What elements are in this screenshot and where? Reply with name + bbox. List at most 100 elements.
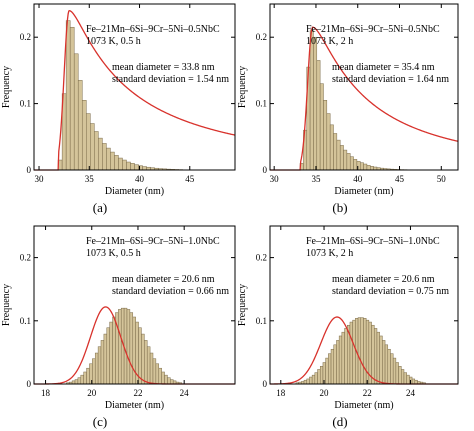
bar bbox=[329, 124, 334, 171]
bar bbox=[395, 362, 399, 385]
plot-frame bbox=[269, 3, 459, 171]
bar bbox=[359, 162, 364, 171]
y-tick-label: 0 bbox=[263, 379, 268, 389]
bar bbox=[152, 358, 157, 385]
bar bbox=[141, 333, 145, 385]
bar bbox=[401, 369, 405, 385]
bar bbox=[83, 371, 87, 385]
bar bbox=[109, 321, 113, 385]
y-tick-label: 0.1 bbox=[256, 316, 267, 326]
bar bbox=[126, 309, 131, 385]
bar bbox=[167, 377, 171, 385]
x-axis-label: Diameter (nm) bbox=[105, 400, 164, 411]
y-axis-label: Frequency bbox=[237, 66, 248, 108]
x-tick-label: 45 bbox=[395, 174, 405, 184]
x-axis-label: Diameter (nm) bbox=[334, 400, 393, 411]
bar bbox=[86, 367, 90, 385]
bar bbox=[357, 317, 362, 385]
bar bbox=[126, 161, 131, 171]
bar bbox=[353, 159, 358, 171]
panel-label: (d) bbox=[332, 414, 347, 429]
bar bbox=[92, 358, 96, 385]
bar bbox=[94, 131, 99, 171]
bar bbox=[69, 26, 75, 171]
plot-frame bbox=[33, 225, 236, 385]
y-tick-label: 0.2 bbox=[20, 253, 31, 263]
bar bbox=[323, 100, 328, 171]
x-tick-label: 30 bbox=[270, 174, 280, 184]
bar bbox=[363, 318, 367, 385]
x-tick-label: 35 bbox=[311, 174, 321, 184]
bar bbox=[330, 348, 334, 385]
bar bbox=[81, 100, 87, 171]
bar bbox=[339, 145, 344, 171]
bar bbox=[398, 366, 402, 385]
bar bbox=[98, 137, 103, 171]
fit-curve bbox=[34, 9, 236, 171]
bar bbox=[387, 348, 391, 385]
bar bbox=[325, 357, 329, 385]
bar bbox=[336, 139, 341, 171]
bar bbox=[114, 155, 119, 171]
bar bbox=[366, 165, 371, 171]
bar bbox=[326, 113, 331, 171]
bar bbox=[313, 36, 318, 171]
bar bbox=[314, 372, 318, 385]
bar bbox=[346, 153, 351, 171]
mean-diameter-label: mean diameter = 20.6 nm bbox=[332, 274, 435, 285]
mean-diameter-label: mean diameter = 33.8 nm bbox=[112, 62, 215, 73]
bar bbox=[349, 156, 354, 171]
y-tick-label: 0.1 bbox=[20, 316, 31, 326]
mean-diameter-label: mean diameter = 35.4 nm bbox=[332, 62, 435, 73]
y-axis-label: Frequency bbox=[1, 284, 12, 326]
x-tick-label: 30 bbox=[35, 174, 45, 184]
bar bbox=[138, 327, 142, 385]
bar bbox=[74, 379, 79, 385]
condition-label: 1073 K, 0.5 h bbox=[86, 36, 141, 47]
composition-label: Fe–21Mn–6Si–9Cr–5Ni–1.0NbC bbox=[86, 236, 220, 247]
bar bbox=[158, 367, 162, 385]
bar bbox=[86, 113, 91, 171]
condition-label: 1073 K, 2 h bbox=[306, 248, 353, 259]
bar bbox=[103, 333, 108, 385]
composition-label: Fe–21Mn–6Si–9Cr–5Ni–0.5NbC bbox=[306, 24, 440, 35]
bar bbox=[349, 321, 353, 385]
y-tick-label: 0 bbox=[27, 379, 32, 389]
y-tick-label: 0.1 bbox=[256, 99, 267, 109]
mean-diameter-label: mean diameter = 20.6 nm bbox=[112, 274, 215, 285]
y-tick-label: 0.2 bbox=[20, 32, 31, 42]
bar bbox=[106, 147, 111, 171]
bar bbox=[155, 363, 160, 385]
bar bbox=[363, 163, 368, 171]
x-tick-label: 20 bbox=[87, 388, 97, 398]
bar bbox=[146, 346, 151, 385]
bar bbox=[403, 372, 407, 385]
chart-panel-b: 30 35 40 45 50 0 0.1 0.2 Diameter (nm) Frequency F… bbox=[237, 3, 459, 215]
x-tick-label: 22 bbox=[363, 388, 372, 398]
y-axis-label: Frequency bbox=[1, 66, 12, 108]
bar bbox=[316, 60, 321, 171]
bar bbox=[333, 344, 337, 385]
panel-label: (a) bbox=[93, 200, 107, 215]
bar bbox=[77, 377, 82, 385]
bar bbox=[319, 83, 324, 171]
x-tick-label: 45 bbox=[185, 174, 195, 184]
x-tick-label: 20 bbox=[320, 388, 330, 398]
y-tick-label: 0 bbox=[263, 165, 268, 175]
x-tick-label: 50 bbox=[437, 174, 447, 184]
bar bbox=[371, 324, 375, 385]
bar bbox=[309, 30, 314, 171]
bar bbox=[319, 366, 324, 385]
bar bbox=[343, 149, 348, 171]
x-tick-label: 24 bbox=[180, 388, 190, 398]
std-deviation-label: standard deviation = 1.54 nm bbox=[112, 74, 229, 85]
bar bbox=[122, 159, 127, 171]
bar bbox=[384, 344, 389, 385]
std-deviation-label: standard deviation = 0.75 nm bbox=[332, 286, 449, 297]
bar bbox=[80, 374, 84, 385]
bar bbox=[118, 157, 123, 171]
condition-label: 1073 K, 0.5 h bbox=[86, 248, 141, 259]
bar bbox=[411, 378, 416, 385]
composition-label: Fe–21Mn–6Si–9Cr–5Ni–0.5NbC bbox=[86, 24, 220, 35]
